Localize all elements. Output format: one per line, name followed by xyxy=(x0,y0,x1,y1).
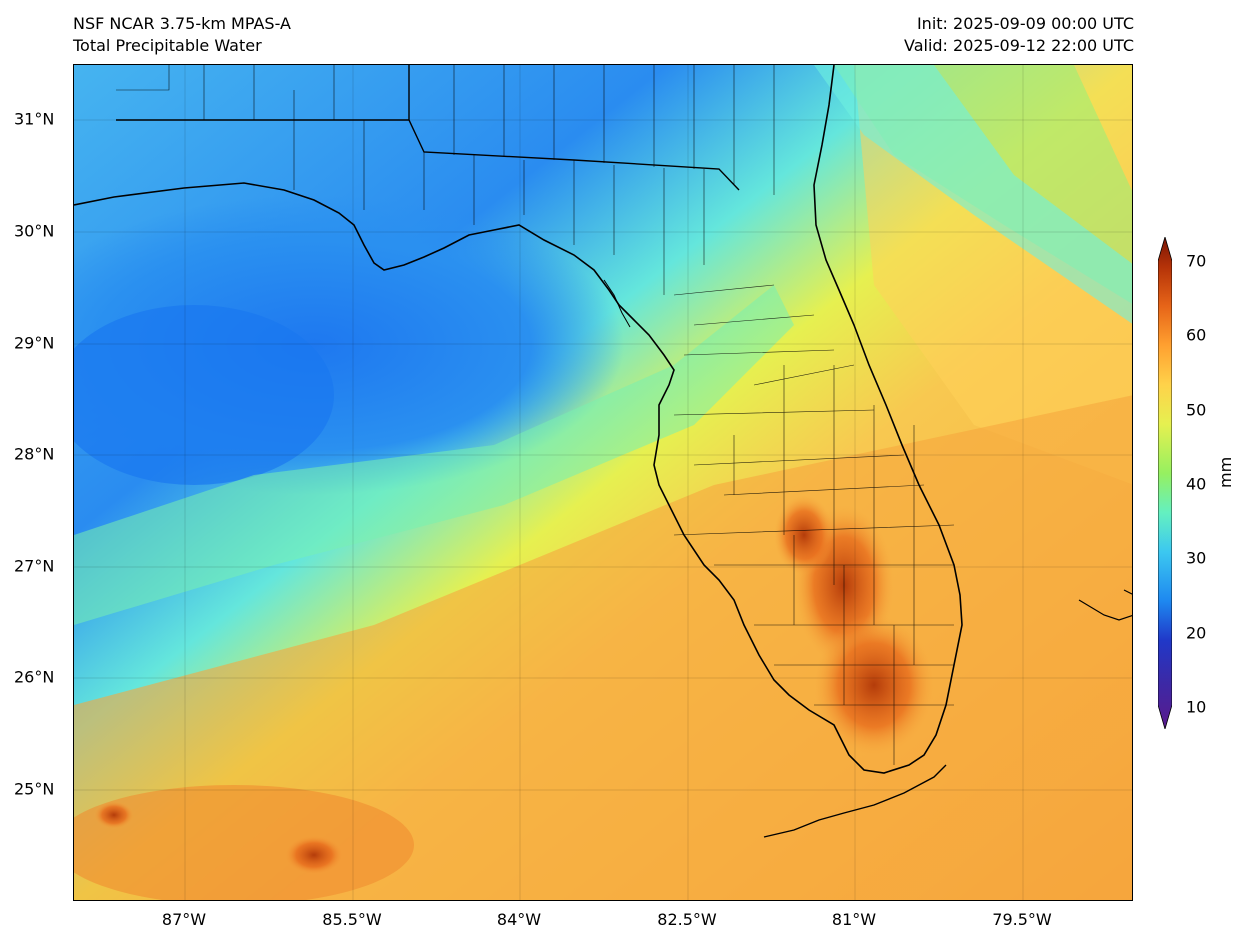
lon-label-87: 87°W xyxy=(161,910,207,929)
hot-spot-5 xyxy=(94,801,134,829)
colorbar-tick-40: 40 xyxy=(1186,474,1207,494)
lon-label-84: 84°W xyxy=(496,910,542,929)
colorbar-unit: mm xyxy=(1216,456,1235,488)
colorbar-tick-50: 50 xyxy=(1186,400,1207,420)
valid-time: Valid: 2025-09-12 22:00 UTC xyxy=(903,36,1134,55)
lon-label-79-5: 79.5°W xyxy=(992,910,1052,929)
init-time: Init: 2025-09-09 00:00 UTC xyxy=(916,14,1134,33)
hot-spot-2 xyxy=(814,615,934,755)
field-name: Total Precipitable Water xyxy=(73,36,262,55)
hot-spot-4 xyxy=(284,835,344,875)
colorbar-tick-60: 60 xyxy=(1186,325,1207,345)
colorbar-tick-70: 70 xyxy=(1186,251,1207,271)
keys-islands xyxy=(763,764,947,838)
county-lines xyxy=(116,65,955,765)
precipitable-water-map xyxy=(74,65,1132,900)
model-name: NSF NCAR 3.75-km MPAS-A xyxy=(73,14,291,33)
map-panel xyxy=(73,64,1133,901)
hot-spot-3 xyxy=(774,495,834,575)
bahamas-outline xyxy=(1078,589,1132,621)
transition-band xyxy=(74,285,794,625)
colorbar-tick-20: 20 xyxy=(1186,623,1207,643)
state-boundary xyxy=(116,65,740,191)
coastline xyxy=(74,65,963,774)
lat-label-25: 25°N xyxy=(14,779,55,799)
lon-label-81: 81°W xyxy=(831,910,877,929)
colorbar-tick-30: 30 xyxy=(1186,548,1207,568)
colorbar-body xyxy=(1158,237,1172,729)
lat-label-29: 29°N xyxy=(14,333,55,353)
lat-label-30: 30°N xyxy=(14,221,55,241)
lat-label-27: 27°N xyxy=(14,556,55,576)
colorbar xyxy=(1158,237,1172,729)
graticule xyxy=(74,65,1132,900)
gulf-dry-core xyxy=(74,305,334,485)
lat-label-28: 28°N xyxy=(14,444,55,464)
lat-label-26: 26°N xyxy=(14,667,55,687)
big-bend-coast xyxy=(603,279,631,328)
atlantic-cyan-band xyxy=(814,65,1132,324)
title-right: Init: 2025-09-09 00:00 UTC Valid: 2025-0… xyxy=(904,13,1134,57)
colorbar-tick-10: 10 xyxy=(1186,697,1207,717)
title-left: NSF NCAR 3.75-km MPAS-A Total Precipitab… xyxy=(73,13,291,57)
lon-label-82-5: 82.5°W xyxy=(657,910,717,929)
lon-label-85-5: 85.5°W xyxy=(322,910,382,929)
lat-label-31: 31°N xyxy=(14,109,55,129)
